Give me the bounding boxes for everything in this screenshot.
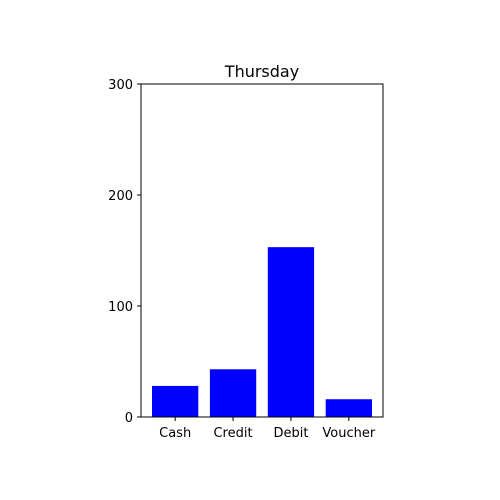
y-tick-label-300: 300 [108,78,133,93]
bar-cash [152,385,199,417]
y-tick-label-100: 100 [108,300,133,315]
bars-layer [152,247,372,417]
x-tick-label-debit: Debit [273,426,308,441]
plot-frame [140,83,384,418]
x-tick-label-cash: Cash [159,426,191,441]
y-tick-label-0: 0 [125,411,133,426]
x-axis: Cash Credit Debit Voucher [159,417,376,441]
x-tick-label-voucher: Voucher [322,426,375,441]
y-axis: 0 100 200 300 [108,78,141,426]
y-tick-label-200: 200 [108,189,133,204]
x-tick-label-credit: Credit [213,426,252,441]
bar-credit [209,369,257,417]
bar-debit [267,247,315,417]
bar-voucher [325,399,372,417]
chart-title: Thursday [224,62,299,81]
